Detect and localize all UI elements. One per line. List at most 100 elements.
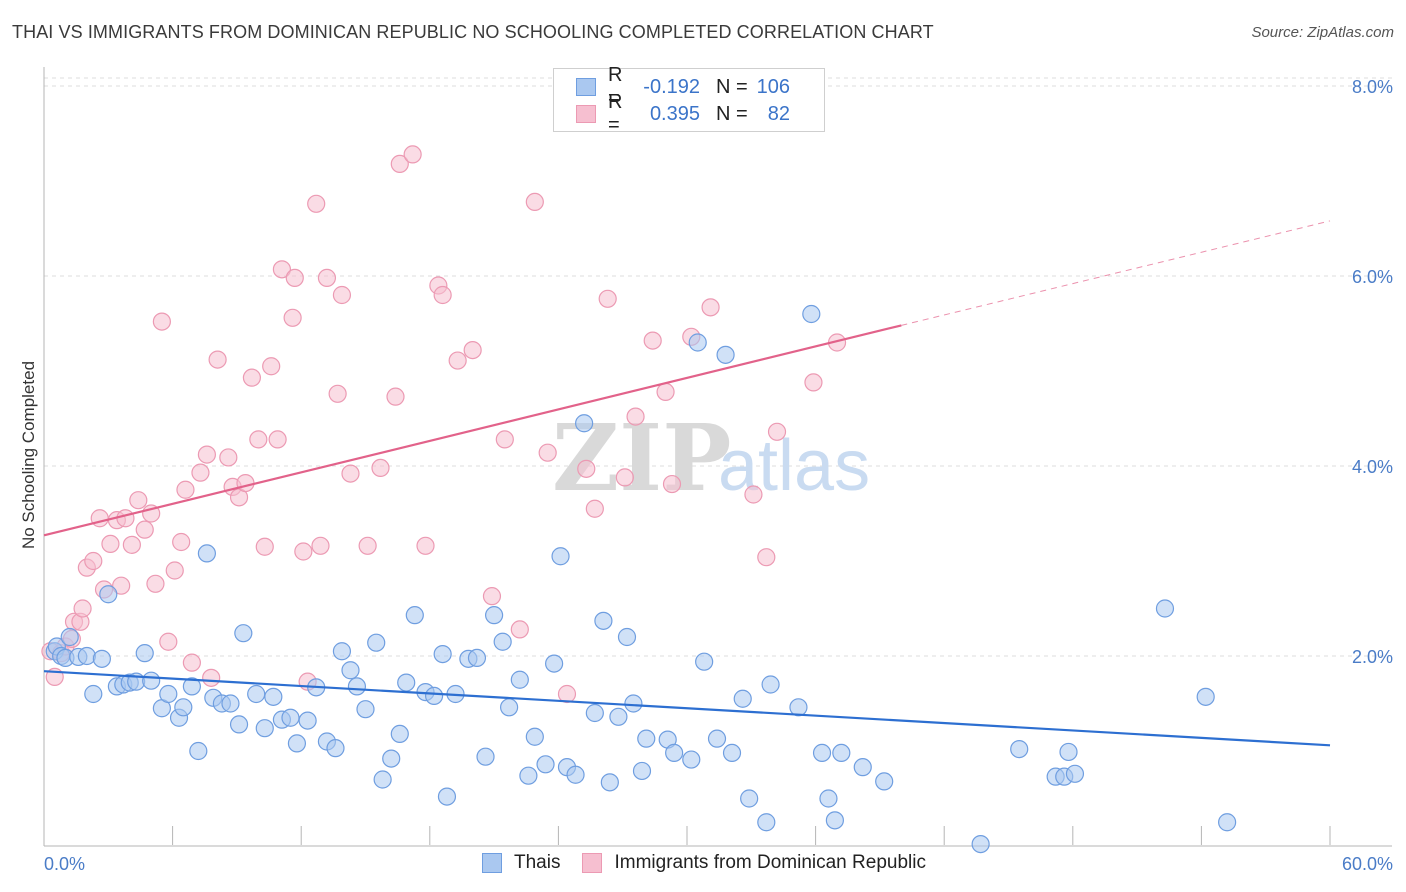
series-thais-points	[45, 304, 1237, 854]
dominican-point	[662, 474, 682, 494]
thais-point	[617, 627, 637, 647]
dominican-point	[386, 387, 405, 406]
dominican-point	[626, 407, 645, 426]
dominican-point	[172, 532, 191, 552]
thais-point	[740, 789, 759, 808]
dominican-point	[236, 474, 255, 493]
dominican-point	[101, 534, 120, 554]
legend-item-dominican: Immigrants from Dominican Republic	[582, 852, 926, 874]
thais-point	[424, 686, 444, 706]
dominican-point	[767, 422, 787, 441]
thais-point	[84, 684, 103, 704]
thais-point	[812, 743, 832, 763]
dominican-point	[112, 576, 131, 595]
thais-point	[637, 729, 656, 748]
thais-point	[707, 729, 727, 748]
dominican-point	[84, 551, 103, 571]
legend-row-thais: R = -0.192 N = 106	[576, 64, 790, 109]
dominican-point	[197, 445, 216, 464]
dominican-point	[495, 430, 514, 449]
thais-point	[247, 684, 266, 704]
thais-point	[853, 758, 872, 777]
dominican-point	[272, 260, 292, 279]
dominican-trend-line	[43, 324, 902, 537]
thais-point	[600, 773, 619, 792]
thais-swatch-icon	[576, 78, 596, 96]
dominican-point	[416, 536, 435, 555]
legend-dominican-label: Immigrants from Dominican Republic	[614, 852, 926, 873]
thais-point	[665, 743, 684, 763]
dominican-point	[804, 373, 823, 392]
thais-point	[142, 671, 161, 690]
tick-labels: 2.0% 4.0% 6.0% 8.0% 0.0% 60.0%	[44, 77, 1393, 874]
dominican-point	[525, 192, 544, 211]
thais-point	[624, 694, 643, 713]
axes	[43, 67, 1392, 847]
thais-point	[545, 654, 564, 673]
thais-point	[347, 677, 367, 696]
thais-point	[1196, 687, 1215, 706]
thais-point	[510, 670, 529, 689]
dominican-point	[249, 430, 268, 449]
thais-point	[716, 345, 735, 364]
thais-point	[536, 755, 555, 774]
thais-point	[229, 715, 249, 734]
dominican-point	[159, 632, 178, 651]
dominican-point	[294, 542, 313, 561]
dominican-point	[538, 443, 557, 462]
thais-point	[326, 739, 345, 758]
thais-point	[476, 747, 495, 766]
legend-r-label: R =	[608, 91, 623, 136]
dominican-point	[283, 308, 302, 327]
legend-n-value: 82	[767, 102, 790, 125]
legend-r-value: 0.395	[649, 102, 700, 125]
thais-point	[373, 770, 392, 789]
dominican-point	[744, 485, 763, 504]
thais-point	[493, 632, 512, 651]
gridlines	[44, 77, 1392, 657]
chart-title: THAI VS IMMIGRANTS FROM DOMINICAN REPUBL…	[12, 22, 934, 42]
y-tick-label: 8.0%	[1352, 77, 1393, 97]
legend-r-value: -0.192	[643, 75, 700, 98]
thais-point	[159, 684, 178, 704]
dominican-legend-swatch-icon	[582, 853, 603, 873]
dominican-point	[510, 620, 529, 639]
dominican-point	[482, 587, 502, 606]
thais-point	[332, 642, 352, 661]
thais-point	[733, 689, 752, 708]
dominican-point	[165, 561, 184, 580]
dominican-point	[311, 536, 330, 555]
thais-point	[575, 414, 594, 433]
thais-point	[182, 677, 201, 696]
legend-thais-label: Thais	[514, 852, 561, 873]
thais-point	[1010, 739, 1029, 759]
y-axis-label: No Schooling Completed	[19, 361, 38, 549]
thais-point	[264, 687, 283, 706]
thais-point	[405, 606, 424, 625]
thais-point	[197, 544, 216, 563]
trend-lines	[43, 220, 1331, 747]
thais-point	[221, 694, 240, 713]
dominican-point	[255, 537, 274, 556]
thais-point	[722, 743, 742, 763]
dominican-trend-extension	[901, 220, 1331, 326]
thais-legend-swatch-icon	[482, 853, 502, 873]
thais-point	[234, 624, 253, 643]
watermark-atlas: atlas	[718, 426, 870, 506]
thais-point	[1155, 599, 1175, 618]
thais-point	[551, 547, 570, 566]
thais-point	[789, 698, 808, 717]
bottom-legend: Thais Immigrants from Dominican Republic	[482, 852, 948, 874]
dominican-point	[191, 463, 210, 482]
thais-point	[1218, 813, 1237, 832]
legend-item-thais: Thais	[482, 852, 560, 874]
thais-point	[433, 644, 452, 664]
thais-trend-line	[43, 670, 1331, 747]
dominican-point	[208, 350, 227, 369]
dominican-point	[182, 653, 201, 672]
dominican-point	[122, 535, 141, 554]
dominican-point	[341, 464, 360, 483]
thais-point	[356, 700, 375, 719]
thais-point	[99, 585, 118, 604]
